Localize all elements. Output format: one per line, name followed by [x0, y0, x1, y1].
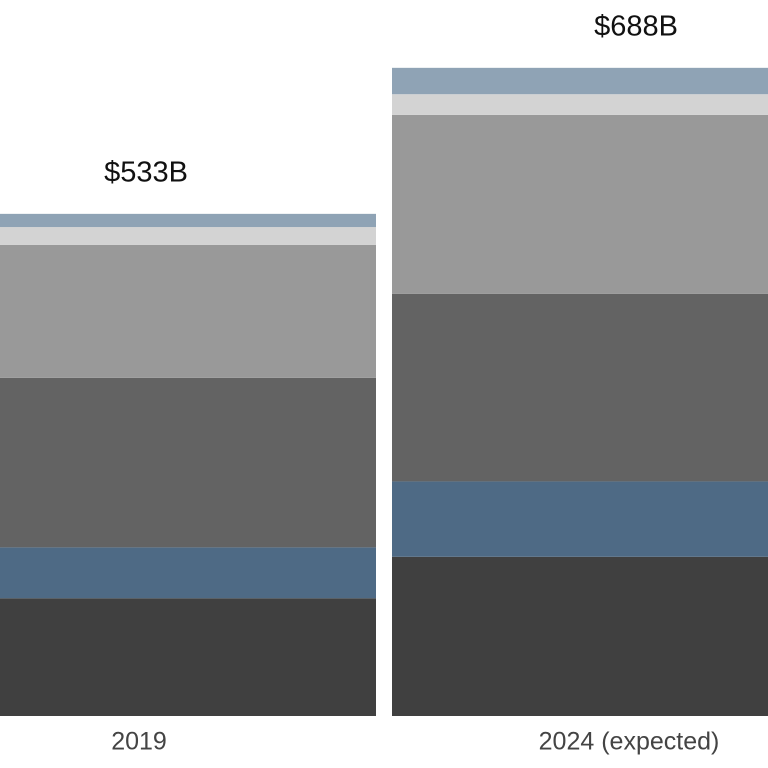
x-tick-label: 2024 (expected)	[539, 728, 720, 756]
x-tick-label: 2019	[111, 728, 167, 756]
bar-segment	[392, 556, 768, 716]
bar-segment	[0, 547, 376, 599]
bar-segment	[0, 598, 376, 716]
bar-segment	[392, 481, 768, 557]
bar-segment	[0, 377, 376, 548]
bar-segment	[392, 114, 768, 294]
bar-segment	[0, 244, 376, 378]
bar-segment	[392, 94, 768, 115]
total-label: $688B	[594, 10, 678, 42]
bar-segment	[0, 227, 376, 245]
bar-segment	[392, 293, 768, 482]
bar-segment	[392, 67, 768, 95]
total-label: $533B	[104, 157, 188, 189]
bar-segment	[0, 213, 376, 228]
